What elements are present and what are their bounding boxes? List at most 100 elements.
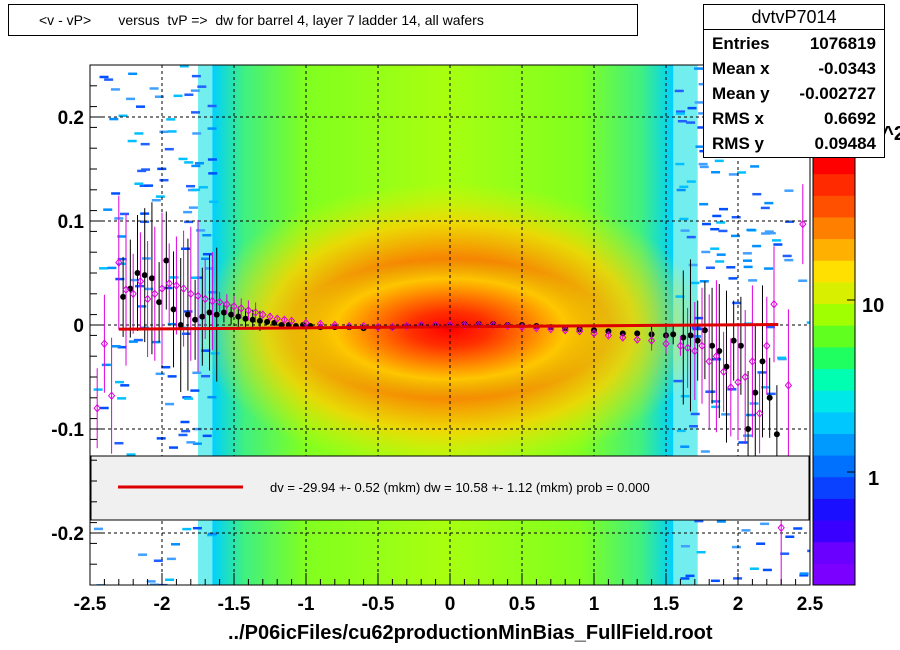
heatmap-cell — [799, 574, 809, 577]
data-point — [770, 299, 778, 309]
data-point — [179, 284, 188, 293]
heatmap-cell — [190, 389, 200, 392]
heatmap-cell — [680, 577, 690, 580]
heatmap-cell — [188, 206, 198, 209]
heatmap-cell — [130, 278, 140, 282]
data-point — [107, 391, 116, 400]
heatmap-cell — [711, 171, 721, 174]
data-point — [235, 313, 242, 320]
heatmap-cell — [101, 363, 111, 367]
heatmap-cell — [151, 199, 161, 202]
x-tick-label: 1.5 — [653, 594, 680, 615]
heatmap-cell — [155, 372, 165, 376]
data-point — [177, 322, 184, 328]
heatmap-cell — [117, 262, 127, 266]
heatmap-cell — [806, 321, 810, 324]
heatmap-cell — [165, 578, 175, 582]
heatmap-cell — [785, 535, 795, 539]
heatmap-cell — [777, 357, 787, 361]
heatmap-cell — [156, 437, 166, 440]
data-point — [264, 318, 271, 325]
data-point — [576, 326, 583, 333]
heatmap-cell — [710, 227, 720, 231]
heatmap-cell — [190, 111, 200, 114]
heatmap-cell — [676, 429, 686, 433]
heatmap-cell — [128, 72, 138, 76]
heatmap-cell — [178, 157, 188, 161]
heatmap-cell — [186, 184, 196, 188]
colorbar-cell — [813, 346, 855, 369]
heatmap-cell — [193, 427, 203, 431]
heatmap-cell — [166, 118, 176, 121]
heatmap-cell — [110, 88, 120, 91]
stats-row-rms-x: RMS x 0.6692 — [704, 105, 884, 130]
heatmap-cell — [117, 397, 127, 400]
heatmap-cell — [680, 445, 690, 448]
heatmap-cell — [721, 413, 731, 416]
data-point — [201, 294, 209, 304]
x-axis-title: ../P06icFiles/cu62productionMinBias_Full… — [228, 622, 713, 644]
heatmap-cell — [117, 345, 127, 349]
heatmap-cell — [676, 112, 686, 115]
data-point — [273, 314, 281, 324]
data-point — [244, 306, 253, 315]
fit-result-text: dv = -29.94 +- 0.52 (mkm) dw = 10.58 +- … — [270, 480, 650, 495]
heatmap-cell — [718, 229, 728, 233]
heatmap-cell — [699, 280, 709, 283]
colorbar-cell — [813, 281, 855, 305]
heatmap-cell — [178, 433, 188, 437]
heatmap-cell — [680, 394, 690, 398]
heatmap-cell — [133, 338, 143, 342]
heatmap-cell — [705, 390, 715, 394]
heatmap-cell — [207, 158, 217, 161]
data-point — [759, 358, 766, 365]
data-point — [503, 321, 512, 331]
heatmap-cell — [677, 119, 687, 123]
x-tick-label: 2 — [733, 594, 744, 615]
stat-label: Mean y — [712, 84, 770, 103]
heatmap-cell — [103, 208, 113, 211]
data-point — [730, 337, 737, 344]
heatmap-cell — [714, 159, 724, 163]
heatmap-cell — [680, 229, 690, 232]
heatmap-cell — [701, 250, 711, 254]
heatmap-cell — [686, 235, 696, 239]
heatmap-cell — [115, 277, 125, 281]
heatmap-cell — [180, 420, 190, 424]
data-point — [634, 330, 641, 337]
heatmap-cell — [120, 384, 130, 387]
heatmap-cell — [202, 434, 212, 438]
heatmap-cell — [689, 425, 699, 428]
heatmap-cell — [190, 276, 200, 280]
heatmap-cell — [798, 279, 808, 282]
data-point — [741, 372, 749, 382]
heatmap-cell — [181, 429, 191, 433]
heatmap-cell — [679, 217, 689, 221]
data-point — [120, 293, 127, 300]
data-point — [676, 341, 685, 351]
heatmap-cell — [173, 94, 183, 98]
data-point — [723, 363, 730, 370]
heatmap-cell — [705, 266, 715, 269]
heatmap-cell — [135, 284, 145, 288]
heatmap-cell — [144, 184, 154, 187]
colorbar-cell — [813, 173, 855, 196]
heatmap-cell — [695, 145, 705, 148]
heatmap-cell — [128, 340, 138, 343]
heatmap-cell — [207, 532, 217, 536]
heatmap-cell — [158, 583, 168, 585]
data-point — [156, 299, 163, 306]
data-point — [460, 320, 469, 330]
heatmap-cell — [207, 104, 217, 108]
heatmap-cell — [182, 527, 192, 531]
heatmap-cell — [731, 234, 741, 238]
heatmap-cell — [699, 202, 709, 206]
heatmap-cell — [694, 519, 704, 523]
heatmap-cell — [694, 67, 704, 70]
heatmap-cell — [690, 281, 700, 285]
colorbar-cell — [813, 498, 855, 521]
heatmap-cell — [746, 228, 756, 232]
heatmap-cell — [807, 549, 810, 553]
heatmap-cell — [191, 164, 201, 168]
heatmap-cell — [134, 182, 144, 185]
